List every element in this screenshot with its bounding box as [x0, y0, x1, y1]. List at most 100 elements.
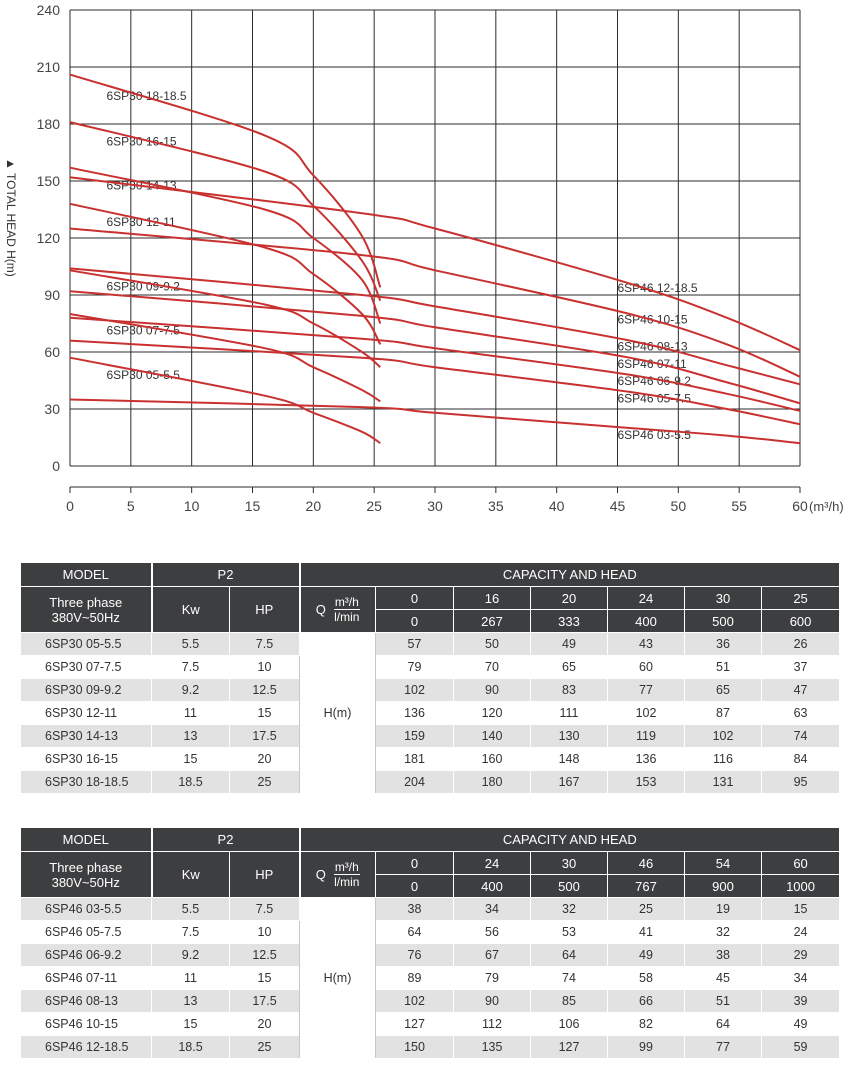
series-label: 6SP30 09-9.2: [107, 280, 181, 294]
table-row: 6SP30 18-18.5 18.5 25 204 180 167 153 131 95: [20, 770, 841, 794]
head-value-cell: 47: [760, 678, 841, 702]
head-value-cell: 90: [453, 989, 531, 1013]
table-row: 6SP46 06-9.2 9.2 12.5 76 67 64 49 38 29: [20, 943, 841, 967]
flow-lmin-cell: 900: [684, 874, 762, 898]
flow-m3h-cell: 25: [760, 586, 841, 610]
head-value-cell: 50: [453, 632, 531, 656]
series-label: 6SP30 07-7.5: [107, 323, 181, 337]
series-line: [69, 398, 801, 445]
kw-cell: 7.5: [151, 655, 230, 679]
header-hp: HP: [229, 586, 301, 633]
head-value-cell: 49: [607, 943, 685, 967]
series-line: [69, 121, 382, 302]
head-value-cell: 160: [453, 747, 531, 771]
table-row: 6SP30 05-5.5 5.5 7.5 H(m) 57 50 49 43 36 26: [20, 632, 841, 794]
series-line: [69, 202, 382, 345]
series-line: [69, 267, 801, 386]
series-line: [69, 269, 381, 368]
series-line: [69, 166, 382, 324]
hp-cell: 20: [229, 1012, 300, 1036]
series-label: 6SP30 18-18.5: [107, 89, 187, 103]
head-value-cell: 64: [375, 920, 454, 944]
model-cell: 6SP46 05-7.5: [20, 920, 152, 944]
head-value-cell: 95: [760, 770, 841, 794]
head-value-cell: 74: [530, 966, 608, 990]
head-value-cell: 49: [760, 1012, 841, 1036]
flow-m3h-cell: 46: [607, 851, 685, 875]
y-tick-label: 0: [52, 458, 60, 474]
head-value-cell: 32: [684, 920, 762, 944]
head-value-cell: 204: [375, 770, 454, 794]
kw-cell: 18.5: [151, 1035, 230, 1059]
head-value-cell: 181: [375, 747, 454, 771]
kw-cell: 18.5: [151, 770, 230, 794]
x-tick-label: 30: [427, 498, 443, 514]
head-value-cell: 51: [684, 655, 762, 679]
head-value-cell: 19: [684, 897, 762, 921]
y-tick-label: 90: [44, 287, 60, 303]
head-value-cell: 130: [530, 724, 608, 748]
head-value-cell: 66: [607, 989, 685, 1013]
table-row: 6SP30 14-13 13 17.5 159 140 130 119 102 74: [20, 724, 841, 748]
x-tick-label: 15: [245, 498, 261, 514]
table-row: 6SP30 07-7.5 7.5 10 79 70 65 60 51 37: [20, 655, 841, 679]
x-tick-label: 5: [127, 498, 135, 514]
head-value-cell: 83: [530, 678, 608, 702]
flow-lmin-cell: 500: [530, 874, 608, 898]
head-unit-cell: H(m): [299, 632, 376, 794]
head-unit-cell: H(m): [299, 897, 376, 1059]
y-tick-label: 150: [37, 173, 61, 189]
head-value-cell: 136: [607, 747, 685, 771]
kw-cell: 11: [151, 701, 230, 725]
header-capacity: CAPACITY AND HEAD: [298, 827, 841, 852]
head-value-cell: 41: [607, 920, 685, 944]
head-value-cell: 135: [453, 1035, 531, 1059]
flow-lmin-cell: 600: [760, 609, 841, 633]
head-value-cell: 45: [684, 966, 762, 990]
flow-lmin-cell: 767: [607, 874, 685, 898]
model-cell: 6SP30 07-7.5: [20, 655, 152, 679]
grid: [69, 9, 801, 467]
x-tick-label: 10: [184, 498, 200, 514]
x-tick-label: 60: [792, 498, 808, 514]
series-label: 6SP30 12-11: [107, 215, 176, 229]
hp-cell: 17.5: [229, 724, 300, 748]
head-value-cell: 24: [760, 920, 841, 944]
head-value-cell: 43: [607, 632, 685, 656]
flow-lmin-cell: 400: [607, 609, 685, 633]
head-value-cell: 102: [607, 701, 685, 725]
model-cell: 6SP30 12-11: [20, 701, 152, 725]
pump-table-6sp30: MODEL P2 CAPACITY AND HEAD Three phase 380V~…: [20, 562, 841, 794]
x-tick-label: 25: [366, 498, 382, 514]
head-value-cell: 76: [375, 943, 454, 967]
head-value-cell: 32: [530, 897, 608, 921]
y-tick-label: 180: [37, 116, 61, 132]
header-p2: P2: [151, 562, 301, 587]
table-row: 6SP46 07-11 11 15 89 79 74 58 45 34: [20, 966, 841, 990]
model-cell: 6SP46 12-18.5: [20, 1035, 152, 1059]
flow-m3h-cell: 60: [760, 851, 841, 875]
head-value-cell: 85: [530, 989, 608, 1013]
flow-lmin-cell: 333: [530, 609, 608, 633]
head-value-cell: 74: [760, 724, 841, 748]
head-value-cell: 140: [453, 724, 531, 748]
series-line: [69, 176, 801, 352]
head-value-cell: 102: [375, 989, 454, 1013]
header-phase: Three phase 380V~50Hz: [20, 851, 153, 898]
kw-cell: 13: [151, 989, 230, 1013]
x-tick-label: 40: [549, 498, 565, 514]
hp-cell: 17.5: [229, 989, 300, 1013]
kw-cell: 11: [151, 966, 230, 990]
series-label: 6SP30 05-5.5: [107, 368, 181, 382]
hp-cell: 12.5: [229, 678, 300, 702]
hp-cell: 10: [229, 920, 300, 944]
head-value-cell: 136: [375, 701, 454, 725]
pump-curve-chart: 0 5 10 15 20 25 30 35 40 45 50 55 60 (m³/h)0306090120…: [4, 2, 844, 514]
head-value-cell: 167: [530, 770, 608, 794]
pump-table-6sp46: MODEL P2 CAPACITY AND HEAD Three phase 380V~…: [20, 827, 841, 1059]
flow-lmin-cell: 1000: [760, 874, 841, 898]
head-value-cell: 84: [760, 747, 841, 771]
x-tick-label: 55: [731, 498, 747, 514]
y-tick-label: 60: [44, 344, 60, 360]
